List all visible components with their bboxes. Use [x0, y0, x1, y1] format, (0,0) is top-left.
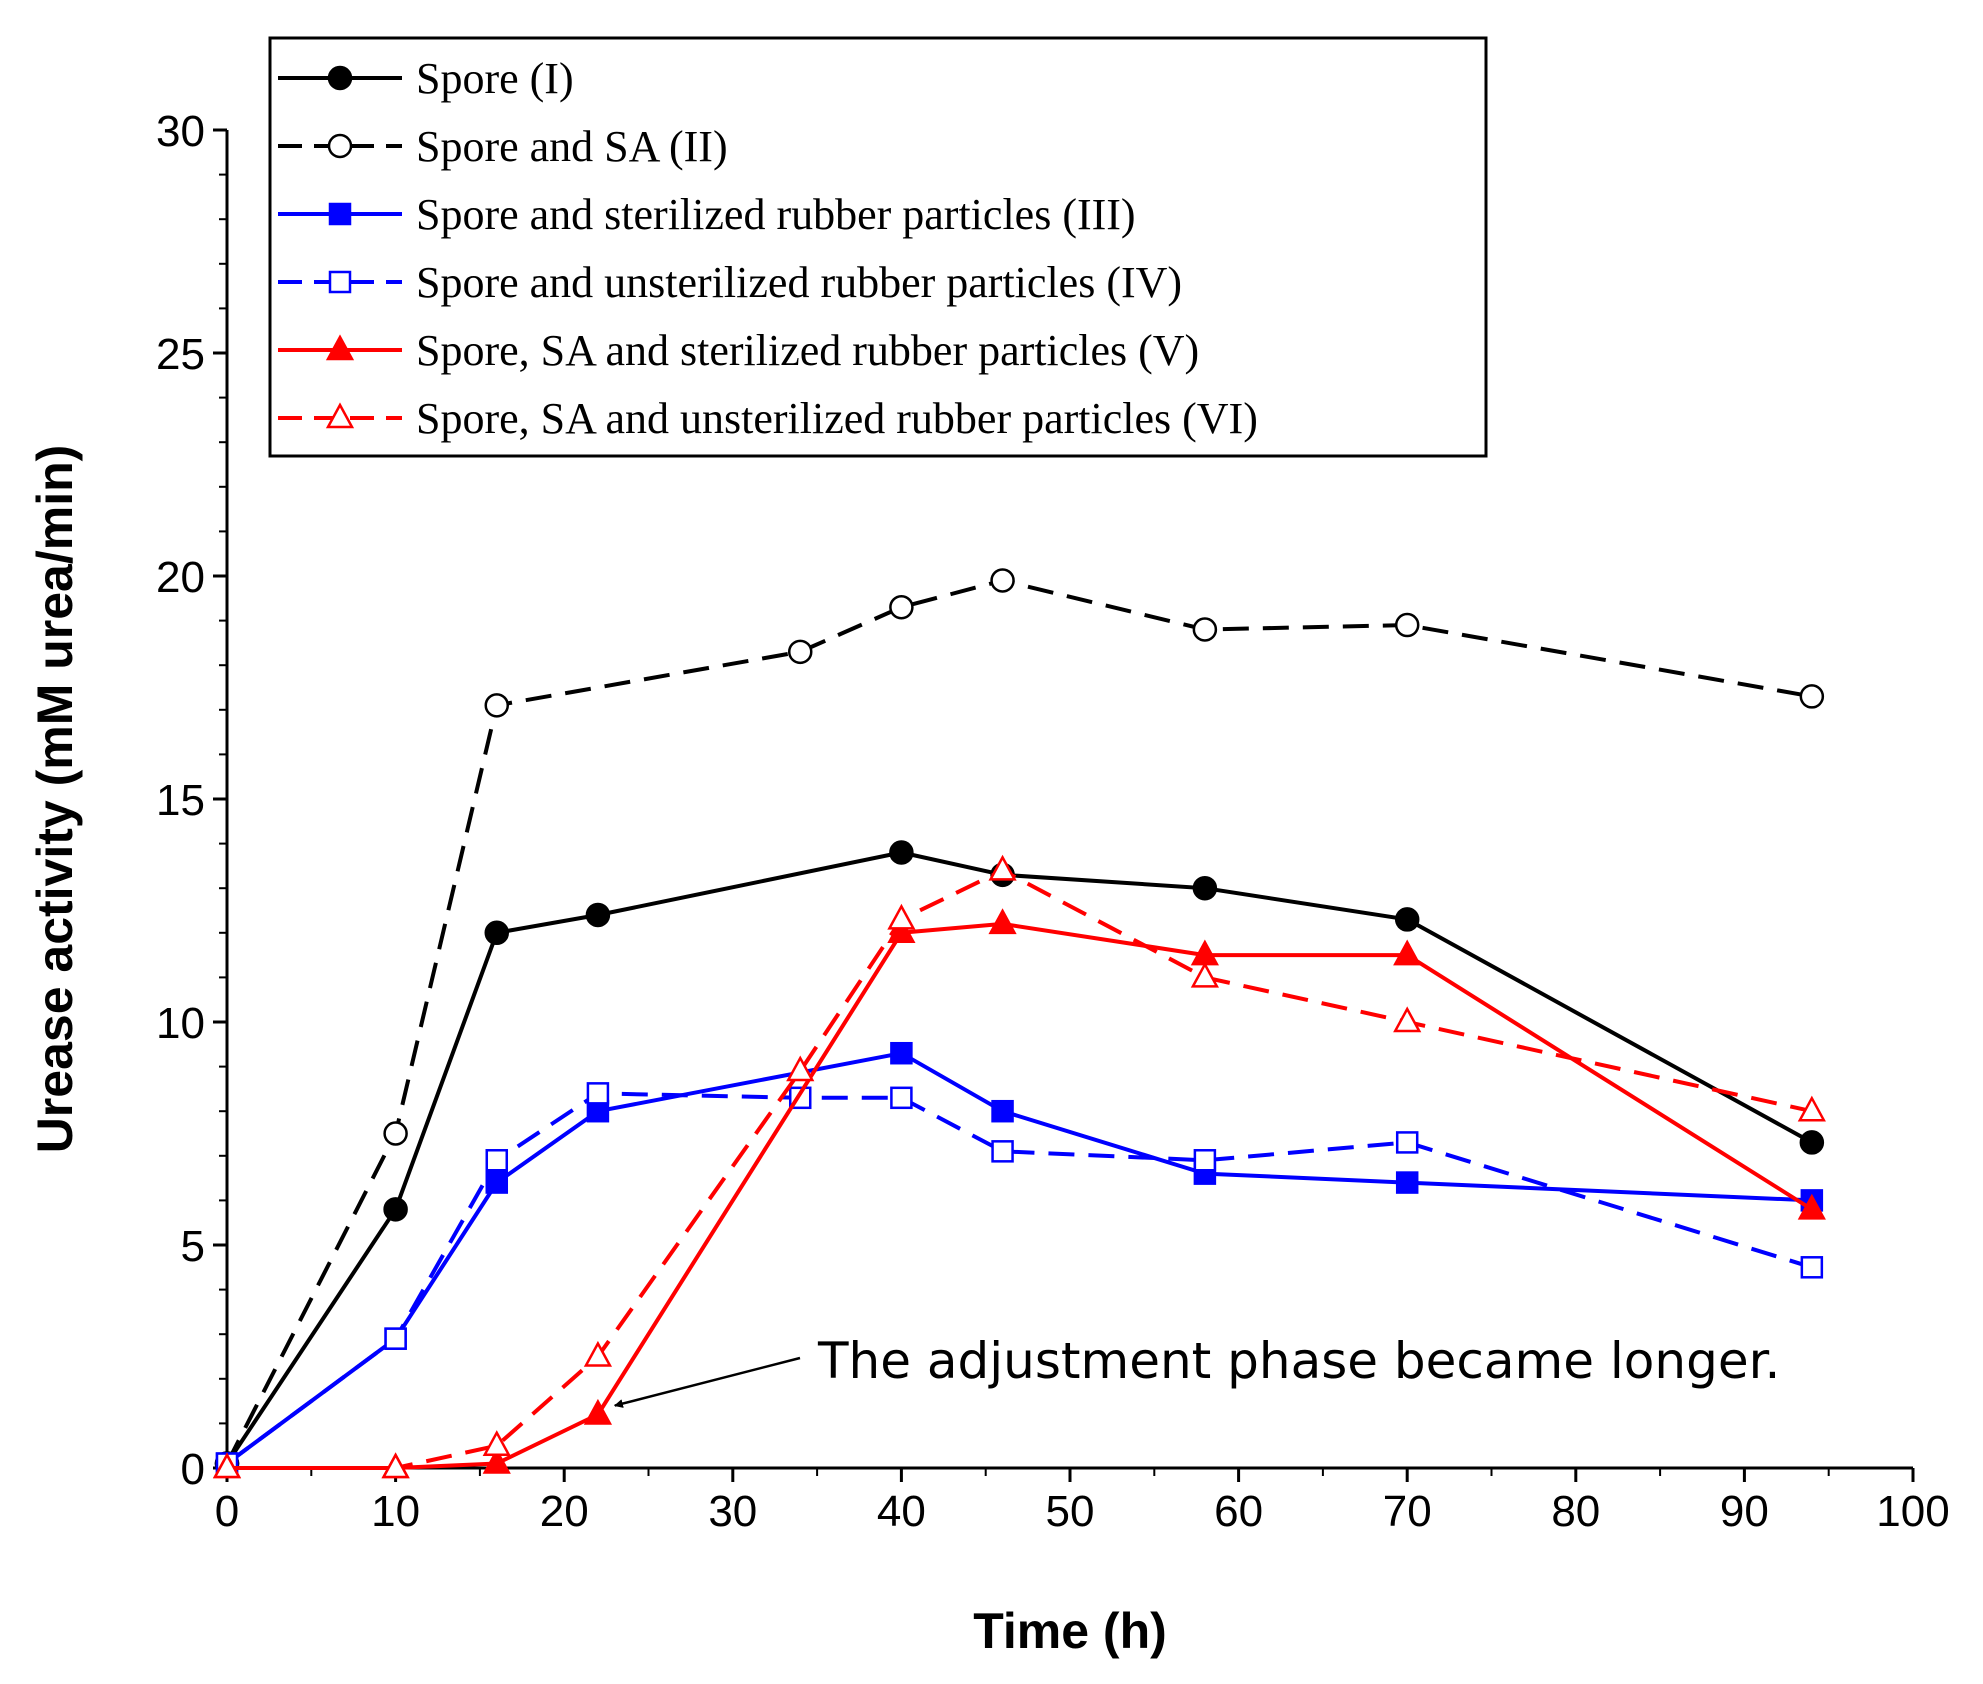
data-point	[484, 920, 510, 946]
legend-marker	[328, 270, 352, 294]
annotation-text: The adjustment phase became longer.	[817, 1332, 1780, 1390]
x-tick-label: 10	[371, 1487, 420, 1536]
legend-label: Spore and sterilized rubber particles (I…	[416, 190, 1136, 239]
data-point	[383, 1121, 408, 1146]
x-tick-label: 30	[708, 1487, 757, 1536]
data-point	[1395, 1131, 1419, 1154]
data-point	[583, 1398, 613, 1425]
data-point	[887, 903, 916, 930]
data-point	[988, 908, 1017, 935]
series-layer	[212, 568, 1826, 1479]
data-point	[583, 1340, 613, 1367]
legend-marker	[325, 334, 355, 361]
legend-item-2: Spore and SA (II)	[278, 122, 728, 171]
x-tick-label: 70	[1383, 1487, 1432, 1536]
series-line	[225, 1051, 1812, 1466]
legend-item-4: Spore and unsterilized rubber particles …	[278, 258, 1182, 307]
y-tick-label: 0	[181, 1445, 205, 1494]
x-tick-label: 40	[877, 1487, 926, 1536]
legend: Spore (I) Spore and SA (II) Spore and ster…	[268, 36, 1488, 458]
data-point	[889, 594, 914, 620]
legend-item-1: Spore (I)	[278, 54, 574, 103]
data-point	[586, 1082, 610, 1105]
y-tick-label: 30	[156, 107, 205, 156]
data-point	[484, 693, 510, 718]
data-point	[1797, 1095, 1826, 1122]
legend-marker	[327, 65, 353, 91]
legend-marker	[327, 133, 353, 159]
legend-label: Spore, SA and sterilized rubber particle…	[416, 326, 1199, 375]
data-point	[482, 1447, 511, 1474]
x-axis-title: Time (h)	[973, 1603, 1167, 1659]
data-point	[1395, 1171, 1419, 1194]
data-point	[1800, 1256, 1824, 1279]
data-point	[889, 840, 914, 865]
series-1	[214, 840, 1825, 1476]
legend-item-6: Spore, SA and unsterilized rubber partic…	[278, 394, 1258, 443]
data-point	[383, 1197, 408, 1222]
legend-label: Spore and SA (II)	[416, 122, 728, 171]
data-point	[212, 1452, 242, 1479]
data-point	[990, 568, 1015, 593]
data-point	[482, 1430, 511, 1456]
annotation: The adjustment phase became longer.	[613, 1332, 1780, 1408]
data-point	[991, 1099, 1014, 1123]
x-tick-label: 100	[1876, 1487, 1949, 1536]
data-point	[384, 1327, 407, 1350]
series-5	[212, 908, 1826, 1479]
y-ticks: 0 5 10 15 20 25 30	[156, 107, 227, 1494]
x-tick-label: 80	[1551, 1487, 1600, 1536]
data-point	[787, 639, 813, 665]
y-tick-label: 15	[156, 776, 205, 825]
x-tick-label: 60	[1214, 1487, 1263, 1536]
legend-label: Spore, SA and unsterilized rubber partic…	[416, 394, 1258, 443]
annotation-arrow	[613, 1356, 801, 1408]
data-point	[1797, 1193, 1826, 1220]
legend-label: Spore and unsterilized rubber particles …	[416, 258, 1182, 307]
series-line	[225, 1091, 1813, 1466]
data-point	[1192, 617, 1218, 642]
data-point	[485, 1149, 509, 1172]
data-point	[1799, 684, 1825, 709]
legend-marker	[325, 402, 355, 429]
y-tick-label: 25	[156, 330, 205, 379]
data-point	[585, 902, 611, 928]
series-6	[212, 854, 1826, 1479]
y-tick-label: 10	[156, 999, 205, 1048]
data-point	[890, 1041, 913, 1065]
x-tick-label: 50	[1046, 1487, 1095, 1536]
legend-marker	[328, 202, 352, 226]
data-point	[1190, 961, 1219, 988]
data-point	[786, 1055, 815, 1082]
data-point	[890, 1086, 913, 1110]
data-point	[991, 1140, 1014, 1163]
series-line	[227, 868, 1813, 1470]
data-point	[1393, 1006, 1422, 1033]
data-point	[1193, 1149, 1217, 1172]
data-point	[485, 1171, 509, 1194]
axes: 0 10 20 30 40 50 60 70 80 90 100 0 5 10 15 20 25 30	[156, 107, 1950, 1536]
x-tick-label: 90	[1720, 1487, 1769, 1536]
data-point	[1192, 875, 1218, 901]
legend-item-3: Spore and sterilized rubber particles (I…	[278, 190, 1136, 239]
series-4	[215, 1082, 1824, 1475]
data-point	[1394, 612, 1420, 638]
data-point	[988, 854, 1017, 881]
legend-box	[268, 36, 1488, 458]
data-point	[381, 1452, 410, 1479]
x-tick-label: 0	[215, 1487, 239, 1536]
x-tick-label: 20	[540, 1487, 589, 1536]
data-point	[1799, 1130, 1825, 1155]
x-ticks: 0 10 20 30 40 50 60 70 80 90 100	[215, 1468, 1950, 1536]
legend-items: Spore (I) Spore and SA (II) Spore and ster…	[278, 54, 1258, 443]
legend-item-5: Spore, SA and sterilized rubber particle…	[278, 326, 1199, 375]
y-tick-label: 5	[181, 1222, 205, 1271]
y-tick-label: 20	[156, 553, 205, 602]
series-3	[215, 1041, 1824, 1475]
legend-label: Spore (I)	[416, 54, 574, 103]
data-point	[1393, 939, 1422, 966]
y-axis-title: Urease activity (mM urea/min)	[27, 445, 83, 1154]
data-point	[1394, 907, 1420, 932]
